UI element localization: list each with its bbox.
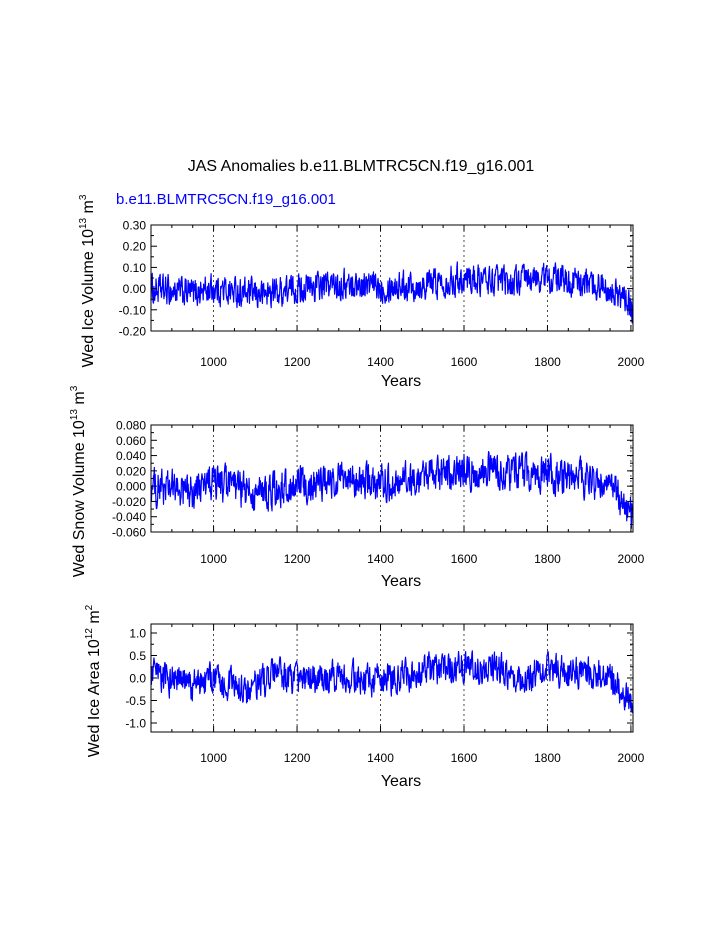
y-tick-label: 0.0 xyxy=(129,672,146,686)
y-axis-title-exponent: 12 xyxy=(84,628,95,640)
y-tick-label: -0.040 xyxy=(112,510,146,524)
data-series-line xyxy=(150,261,634,324)
y-axis-title-unit-exponent: 3 xyxy=(78,194,89,200)
y-axis-title-text: Wed Snow Volume 10 xyxy=(71,420,88,577)
y-tick-label: 0.20 xyxy=(123,240,147,254)
y-axis-title-text: Wed Ice Area 10 xyxy=(86,639,103,757)
y-axis-title: Wed Ice Volume 1013 m3 xyxy=(78,194,97,367)
x-axis-title: Years xyxy=(381,773,421,790)
x-tick-label: 2000 xyxy=(618,552,645,566)
x-tick-label: 1400 xyxy=(367,552,394,566)
x-tick-label: 1800 xyxy=(534,751,561,765)
y-tick-label: 0.30 xyxy=(123,219,147,233)
figure-title: JAS Anomalies b.e11.BLMTRC5CN.f19_g16.00… xyxy=(188,158,535,175)
y-tick-label: 0.040 xyxy=(116,449,146,463)
y-tick-label: 0.5 xyxy=(129,649,146,663)
chart-panel-1: -0.20 -0.10 0.00 0.10 0.20 0.30 1000 1200 1400 16… xyxy=(78,194,645,390)
y-axis-title-unit-exponent: 2 xyxy=(84,604,95,610)
x-axis-title: Years xyxy=(381,573,421,590)
y-axis-title-exponent: 13 xyxy=(69,409,80,421)
x-tick-label: 1200 xyxy=(284,552,311,566)
y-axis-title-unit: m xyxy=(71,391,88,409)
chart-panel-3: -1.0 -0.5 0.0 0.5 1.0 1000 1200 1400 1600 1800 200… xyxy=(84,604,645,790)
x-tick-label: 2000 xyxy=(618,355,645,369)
x-tick-label: 1600 xyxy=(451,552,478,566)
y-tick-label: 0.00 xyxy=(123,282,147,296)
x-tick-label: 1000 xyxy=(200,751,227,765)
y-tick-label: 0.000 xyxy=(116,480,146,494)
x-tick-label: 1400 xyxy=(367,751,394,765)
y-axis-title-text: Wed Ice Volume 10 xyxy=(80,229,97,368)
data-series-line xyxy=(150,650,634,714)
y-tick-label: 1.0 xyxy=(129,627,146,641)
panels-container: -0.20 -0.10 0.00 0.10 0.20 0.30 1000 1200 1400 16… xyxy=(69,194,645,790)
x-tick-label: 1800 xyxy=(534,552,561,566)
y-tick-label: -1.0 xyxy=(125,717,146,731)
x-tick-label: 1600 xyxy=(451,751,478,765)
y-tick-label: -0.060 xyxy=(112,526,146,540)
y-axis-title: Wed Snow Volume 1013 m3 xyxy=(69,385,88,577)
x-tick-label: 1600 xyxy=(451,355,478,369)
x-tick-label: 1200 xyxy=(284,751,311,765)
series-legend-label: b.e11.BLMTRC5CN.f19_g16.001 xyxy=(116,191,336,208)
x-tick-label: 1800 xyxy=(534,355,561,369)
y-tick-label: -0.020 xyxy=(112,495,146,509)
y-axis-title-unit: m xyxy=(80,200,97,218)
y-tick-label: -0.5 xyxy=(125,694,146,708)
y-tick-label: 0.020 xyxy=(116,464,146,478)
y-axis-title-unit: m xyxy=(86,610,103,628)
y-axis-title-exponent: 13 xyxy=(78,217,89,229)
y-tick-label: 0.080 xyxy=(116,419,146,433)
y-tick-label: -0.10 xyxy=(119,303,147,317)
y-tick-label: 0.060 xyxy=(116,434,146,448)
x-tick-label: 1000 xyxy=(200,552,227,566)
x-tick-label: 1400 xyxy=(367,355,394,369)
data-series-line xyxy=(150,451,634,529)
y-tick-label: 0.10 xyxy=(123,261,147,275)
x-axis-title: Years xyxy=(381,373,421,390)
x-tick-label: 1200 xyxy=(284,355,311,369)
y-axis-title: Wed Ice Area 1012 m2 xyxy=(84,604,103,757)
x-tick-label: 1000 xyxy=(200,355,227,369)
y-tick-label: -0.20 xyxy=(119,325,147,339)
x-tick-label: 2000 xyxy=(618,751,645,765)
y-axis-title-unit-exponent: 3 xyxy=(69,385,80,391)
